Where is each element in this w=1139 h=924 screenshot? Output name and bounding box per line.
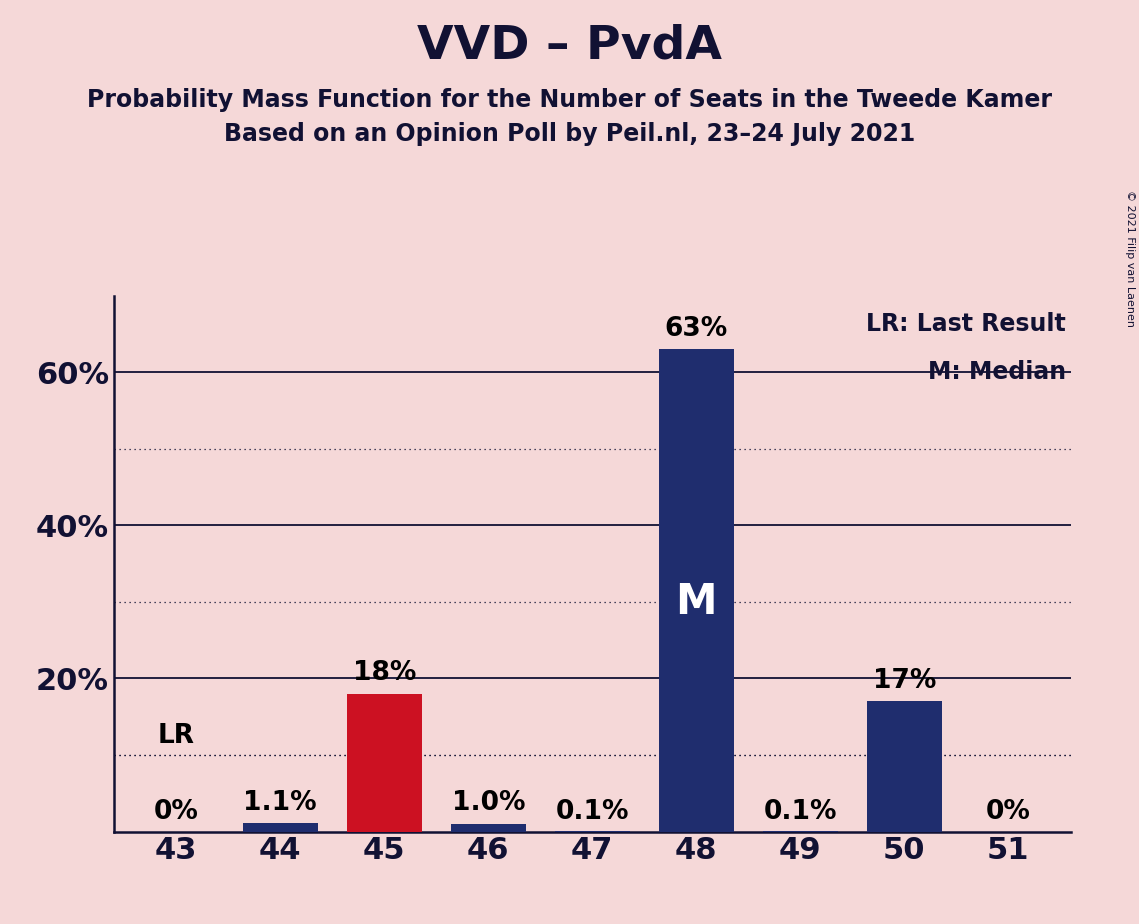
Bar	[347, 694, 421, 832]
Text: M: M	[675, 581, 718, 623]
Text: M: Median: M: Median	[928, 360, 1066, 384]
Text: 18%: 18%	[353, 660, 416, 687]
Bar	[243, 823, 318, 832]
Text: 0%: 0%	[154, 799, 198, 825]
Text: Probability Mass Function for the Number of Seats in the Tweede Kamer: Probability Mass Function for the Number…	[87, 88, 1052, 112]
Text: © 2021 Filip van Laenen: © 2021 Filip van Laenen	[1125, 190, 1134, 327]
Text: 17%: 17%	[872, 668, 936, 694]
Text: VVD – PvdA: VVD – PvdA	[417, 23, 722, 68]
Bar	[451, 824, 526, 832]
Text: 1.1%: 1.1%	[244, 789, 317, 816]
Text: 0.1%: 0.1%	[556, 798, 629, 825]
Text: LR: LR	[158, 723, 195, 749]
Text: 0.1%: 0.1%	[763, 798, 837, 825]
Text: Based on an Opinion Poll by Peil.nl, 23–24 July 2021: Based on an Opinion Poll by Peil.nl, 23–…	[224, 122, 915, 146]
Bar	[867, 701, 942, 832]
Text: LR: Last Result: LR: Last Result	[866, 311, 1066, 335]
Text: 63%: 63%	[665, 316, 728, 342]
Text: 1.0%: 1.0%	[451, 790, 525, 816]
Text: 0%: 0%	[986, 799, 1031, 825]
Bar	[658, 349, 734, 832]
